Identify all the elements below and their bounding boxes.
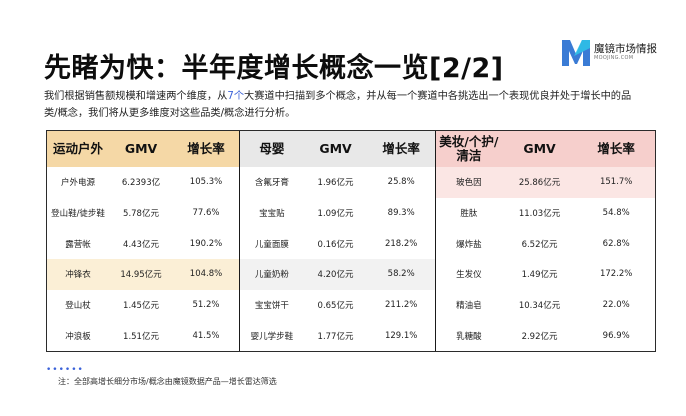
table-row: 精油皂 10.34亿元 22.0% bbox=[436, 290, 655, 321]
concept-name: 婴儿学步鞋 bbox=[250, 331, 294, 342]
growth-value: 51.2% bbox=[192, 300, 220, 311]
concept-name: 登山鞋/徒步鞋 bbox=[51, 209, 105, 219]
growth-value: 96.9% bbox=[602, 330, 630, 341]
concept-name: 儿童奶粉 bbox=[254, 270, 289, 281]
table-header: 运动户外 GMV 增长率 bbox=[47, 131, 239, 167]
gmv-value: 6.52亿元 bbox=[521, 239, 558, 250]
description-text-start: 我们根据销售额规模和增速两个维度，从 bbox=[44, 91, 228, 102]
table-row: 冲浪板 1.51亿元 41.5% bbox=[47, 320, 239, 351]
table-row: 爆炸盐 6.52亿元 62.8% bbox=[436, 228, 655, 259]
page-title: 先睹为快：半年度增长概念一览[2/2] bbox=[44, 53, 504, 84]
logo-name: 魔镜市场情报 bbox=[594, 43, 657, 55]
gmv-value: 1.45亿元 bbox=[123, 301, 159, 312]
growth-header: 增长率 bbox=[187, 141, 225, 156]
gmv-value: 5.78亿元 bbox=[123, 209, 159, 219]
table-header: 母婴 GMV 增长率 bbox=[240, 131, 435, 167]
gmv-value: 1.51亿元 bbox=[123, 331, 159, 342]
gmv-value: 2.92亿元 bbox=[521, 331, 558, 342]
growth-value: 41.5% bbox=[192, 330, 220, 341]
table-header: 美妆/个护/清洁 GMV 增长率 bbox=[436, 131, 655, 167]
table-row: 宝宝贴 1.09亿元 89.3% bbox=[240, 198, 435, 229]
concept-name: 儿童面膜 bbox=[254, 239, 289, 250]
concept-name: 宝宝贴 bbox=[259, 209, 285, 219]
logo-subtext: MOOJING.COM bbox=[594, 55, 634, 61]
gmv-value: 4.43亿元 bbox=[123, 239, 159, 250]
gmv-value: 0.16亿元 bbox=[317, 239, 354, 250]
table-row: 宝宝饼干 0.65亿元 211.2% bbox=[240, 290, 435, 321]
concept-name: 爆炸盐 bbox=[456, 239, 482, 250]
growth-value: 62.8% bbox=[602, 238, 630, 249]
growth-value: 151.7% bbox=[599, 177, 633, 188]
growth-value: 77.6% bbox=[192, 208, 220, 218]
growth-header: 增长率 bbox=[382, 141, 420, 156]
concept-name: 含氟牙膏 bbox=[254, 178, 289, 189]
table-row: 婴儿学步鞋 1.77亿元 129.1% bbox=[240, 320, 435, 351]
growth-concept-table: 运动户外 GMV 增长率 户外电源 6.2393亿 105.3% 登山鞋/徒步鞋 5.… bbox=[46, 130, 656, 352]
table-row: 登山鞋/徒步鞋 5.78亿元 77.6% bbox=[47, 198, 239, 229]
growth-value: 211.2% bbox=[384, 300, 418, 311]
growth-value: 129.1% bbox=[384, 330, 418, 341]
growth-value: 190.2% bbox=[189, 238, 223, 249]
gmv-header: GMV bbox=[124, 141, 158, 156]
gmv-value: 6.2393亿 bbox=[121, 178, 161, 189]
concept-name: 生发仪 bbox=[456, 270, 482, 281]
table-row: 户外电源 6.2393亿 105.3% bbox=[47, 167, 239, 198]
concept-name: 登山杖 bbox=[65, 301, 91, 312]
concept-name: 冲浪板 bbox=[65, 331, 91, 342]
concept-name: 冲锋衣 bbox=[65, 270, 91, 281]
growth-value: 218.2% bbox=[384, 238, 418, 249]
table-row: 生发仪 1.49亿元 172.2% bbox=[436, 259, 655, 290]
panel-sports-outdoor: 运动户外 GMV 增长率 户外电源 6.2393亿 105.3% 登山鞋/徒步鞋 5.… bbox=[47, 131, 239, 351]
concept-name: 乳糖酸 bbox=[456, 331, 482, 342]
decorative-dots: •••••• bbox=[46, 365, 84, 375]
panel-beauty-care-cleaning: 美妆/个护/清洁 GMV 增长率 玻色因 25.86亿元 151.7% 胜肽 11.0… bbox=[435, 131, 655, 351]
growth-value: 22.0% bbox=[602, 300, 630, 311]
gmv-value: 11.03亿元 bbox=[518, 209, 561, 219]
gmv-value: 1.77亿元 bbox=[317, 331, 354, 342]
concept-name: 宝宝饼干 bbox=[254, 301, 289, 312]
growth-value: 172.2% bbox=[599, 269, 633, 280]
description-highlight: 7个 bbox=[227, 91, 245, 102]
gmv-value: 10.34亿元 bbox=[518, 301, 561, 312]
concept-name: 胜肽 bbox=[460, 209, 478, 219]
panel-mother-baby: 母婴 GMV 增长率 含氟牙膏 1.96亿元 25.8% 宝宝贴 1.09亿元 89.3… bbox=[239, 131, 435, 351]
table-row: 露营帐 4.43亿元 190.2% bbox=[47, 228, 239, 259]
concept-name: 露营帐 bbox=[65, 239, 91, 250]
gmv-value: 1.49亿元 bbox=[521, 270, 558, 281]
growth-value: 89.3% bbox=[387, 208, 415, 218]
page-description: 我们根据销售额规模和增速两个维度，从7个大赛道中扫描到多个概念，并从每一个赛道中… bbox=[44, 88, 644, 122]
table-row-highlighted: 儿童奶粉 4.20亿元 58.2% bbox=[240, 259, 435, 290]
concept-name: 户外电源 bbox=[60, 178, 95, 189]
growth-value: 25.8% bbox=[387, 177, 415, 188]
concept-name: 精油皂 bbox=[456, 301, 482, 312]
table-row-highlighted: 冲锋衣 14.95亿元 104.8% bbox=[47, 259, 239, 290]
growth-value: 54.8% bbox=[602, 208, 630, 218]
concept-name: 玻色因 bbox=[456, 178, 482, 189]
growth-value: 104.8% bbox=[189, 269, 223, 280]
growth-header: 增长率 bbox=[597, 141, 635, 156]
table-row: 儿童面膜 0.16亿元 218.2% bbox=[240, 228, 435, 259]
category-header: 运动户外 bbox=[52, 141, 103, 156]
gmv-header: GMV bbox=[319, 141, 352, 156]
table-row: 胜肽 11.03亿元 54.8% bbox=[436, 198, 655, 229]
gmv-header: GMV bbox=[523, 141, 556, 156]
description-text-end: 大赛道中扫描到多个概念，并从每一个赛道中各挑选出一个表现优良并处于增长中的品类/… bbox=[44, 91, 632, 119]
footnote: 注：全部高增长细分市场/概念由魔镜数据产品—增长雷达筛选 bbox=[58, 377, 277, 386]
table-row: 乳糖酸 2.92亿元 96.9% bbox=[436, 320, 655, 351]
table-row: 登山杖 1.45亿元 51.2% bbox=[47, 290, 239, 321]
category-header: 美妆/个护/清洁 bbox=[439, 134, 499, 163]
gmv-value: 1.09亿元 bbox=[317, 209, 354, 219]
gmv-value: 25.86亿元 bbox=[518, 178, 561, 189]
category-header: 母婴 bbox=[259, 141, 285, 156]
gmv-value: 14.95亿元 bbox=[120, 270, 162, 281]
table-row-highlighted: 玻色因 25.86亿元 151.7% bbox=[436, 167, 655, 198]
growth-value: 105.3% bbox=[189, 177, 223, 188]
gmv-value: 1.96亿元 bbox=[317, 178, 354, 189]
gmv-value: 4.20亿元 bbox=[317, 270, 354, 281]
growth-value: 58.2% bbox=[387, 269, 415, 280]
gmv-value: 0.65亿元 bbox=[317, 301, 354, 312]
table-row: 含氟牙膏 1.96亿元 25.8% bbox=[240, 167, 435, 198]
moojing-logo-icon bbox=[562, 40, 590, 66]
